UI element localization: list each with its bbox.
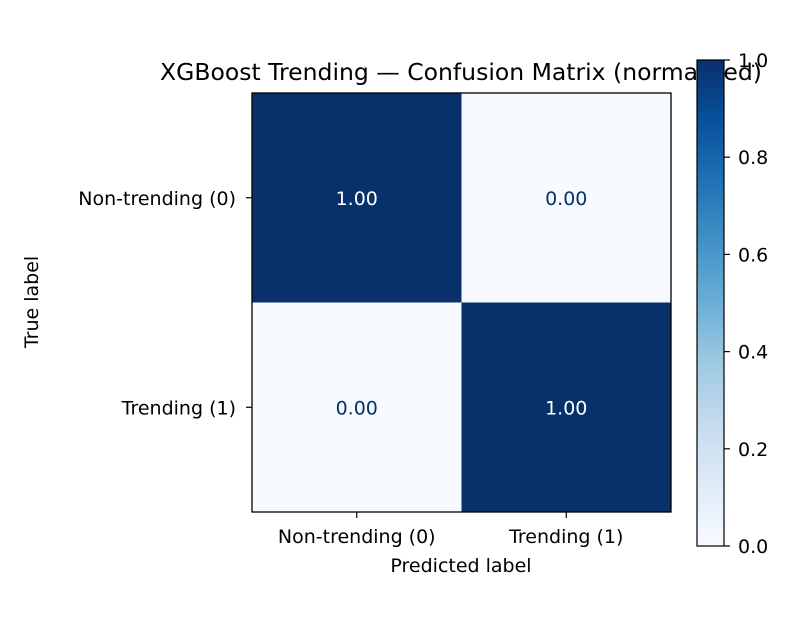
colorbar-tick-label: 0.6 — [738, 244, 768, 266]
cell-value-label-1-1: 1.00 — [545, 397, 587, 419]
matrix-cell-1-0 — [252, 302, 462, 512]
matrix-cell-labels: 1.00 0.00 0.00 1.00 — [336, 188, 588, 420]
cell-value-label-0-1: 0.00 — [545, 188, 587, 210]
matrix-cell-1-1 — [461, 302, 671, 512]
y-axis-ticks: Non-trending (0) Trending (1) — [78, 188, 252, 419]
y-tick-label: Non-trending (0) — [78, 188, 236, 210]
x-axis-ticks: Non-trending (0) Trending (1) — [278, 512, 623, 548]
y-tick-label: Trending (1) — [121, 397, 236, 419]
cell-value-label-0-0: 1.00 — [336, 188, 378, 210]
cell-value-label-1-0: 0.00 — [336, 397, 378, 419]
chart-title: XGBoost Trending — Confusion Matrix (nor… — [160, 58, 762, 86]
colorbar-tick-label: 0.0 — [738, 536, 768, 558]
colorbar-tick-label: 0.4 — [738, 342, 768, 364]
colorbar-tick-label: 1.0 — [738, 50, 768, 72]
colorbar — [696, 59, 725, 547]
x-tick-label: Non-trending (0) — [278, 526, 436, 548]
x-axis-label: Predicted label — [390, 555, 531, 577]
x-tick-label: Trending (1) — [508, 526, 623, 548]
matrix-cell-0-0 — [252, 93, 462, 303]
matrix-cells — [252, 93, 671, 512]
plot-frame — [251, 92, 672, 513]
colorbar-ticks: 0.0 0.2 0.4 0.6 0.8 1.0 — [724, 50, 768, 558]
colorbar-tick-label: 0.2 — [738, 439, 768, 461]
y-axis-label: True label — [21, 256, 43, 349]
colorbar-tick-label: 0.8 — [738, 147, 768, 169]
matrix-cell-0-1 — [461, 93, 671, 303]
